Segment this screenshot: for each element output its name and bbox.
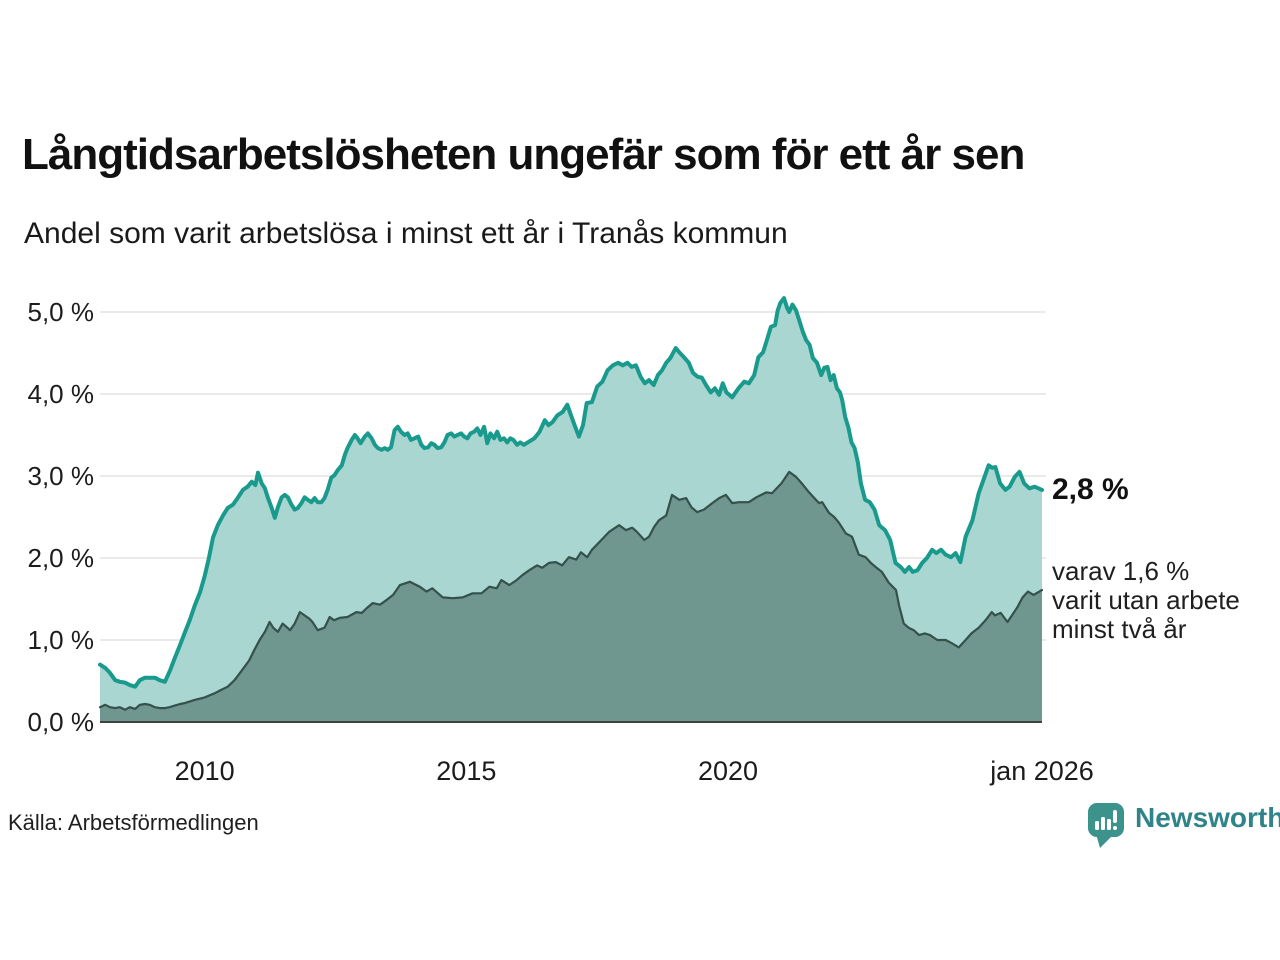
area-line-series-1 [98, 296, 1044, 689]
source-credit: Källa: Arbetsförmedlingen [8, 810, 259, 835]
chart-title: Långtidsarbetslösheten ungefär som för e… [22, 130, 1025, 179]
newsworthy-bubble-chart-icon [1088, 803, 1124, 848]
y-tick-label: 4,0 % [28, 379, 95, 409]
note-line-1: varav 1,6 % [1052, 556, 1190, 586]
y-tick-label: 0,0 % [28, 707, 95, 737]
y-tick-label: 2,0 % [28, 543, 95, 573]
y-tick-label: 3,0 % [28, 461, 95, 491]
area-line-series-2 [98, 470, 1044, 711]
x-tick-label: 2020 [698, 756, 758, 786]
y-tick-label: 1,0 % [28, 625, 95, 655]
area-fill-series-2 [100, 471, 1042, 722]
newsworthy-wordmark: Newsworthy [1135, 802, 1280, 833]
two-year-note-annotation: varav 1,6 % varit utan arbete minst två … [1052, 557, 1240, 644]
newsworthy-logo: Newsworthy [1087, 800, 1280, 850]
x-tick-label: jan 2026 [989, 756, 1094, 786]
note-line-3: minst två år [1052, 614, 1187, 644]
x-tick-label: 2015 [436, 756, 496, 786]
note-line-2: varit utan arbete [1052, 585, 1240, 615]
x-tick-label: 2010 [175, 756, 235, 786]
latest-value-annotation: 2,8 % [1052, 473, 1129, 506]
y-tick-label: 5,0 % [28, 297, 95, 327]
chart-subtitle: Andel som varit arbetslösa i minst ett å… [24, 217, 788, 250]
